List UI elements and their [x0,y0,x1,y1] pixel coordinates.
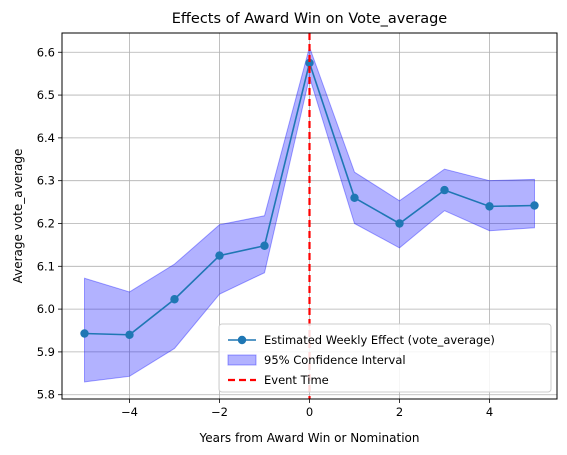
effect-point [305,58,314,68]
effect-point [395,219,404,228]
legend: Estimated Weekly Effect (vote_average) 95… [218,323,552,393]
legend-band-swatch [227,354,257,366]
y-tick-label: 6.2 [37,216,55,230]
effect-point [440,185,449,195]
y-axis-label: Average vote_average [11,149,25,284]
y-tick-label: 6.5 [37,88,55,102]
effect-point [485,202,494,211]
x-axis-ticks: −4 −2 0 2 4 [121,399,493,419]
x-tick-label: −2 [211,405,228,419]
chart-title: Effects of Award Win on Vote_average [172,11,448,27]
y-tick-label: 6.4 [37,131,55,145]
effect-point [260,241,269,250]
y-tick-label: 6.0 [37,302,55,316]
confidence-band-area [84,45,535,383]
legend-box [218,323,552,393]
effect-point [215,251,224,260]
legend-effect-marker [237,335,247,345]
effect-point [125,330,134,339]
legend-label: Event Time [264,373,329,387]
y-tick-label: 6.3 [37,174,55,188]
x-tick-label: 2 [396,405,403,419]
x-tick-label: 0 [306,405,313,419]
y-tick-label: 6.1 [37,259,55,273]
y-tick-label: 6.6 [37,45,55,59]
y-tick-label: 5.9 [37,345,55,359]
x-tick-label: −4 [121,405,138,419]
y-tick-label: 5.8 [37,388,55,402]
x-axis-label: Years from Award Win or Nomination [199,431,420,445]
effect-series [80,58,539,339]
legend-label: Estimated Weekly Effect (vote_average) [264,333,495,347]
effect-point [170,295,179,304]
legend-label: 95% Confidence Interval [264,353,406,367]
confidence-band [84,45,535,383]
effect-point [530,201,539,210]
x-tick-label: 4 [486,405,493,419]
y-axis-ticks: 5.8 5.9 6.0 6.1 6.2 6.3 6.4 6.5 6.6 [37,45,62,402]
effect-point [80,329,89,338]
effect-point [350,193,359,203]
